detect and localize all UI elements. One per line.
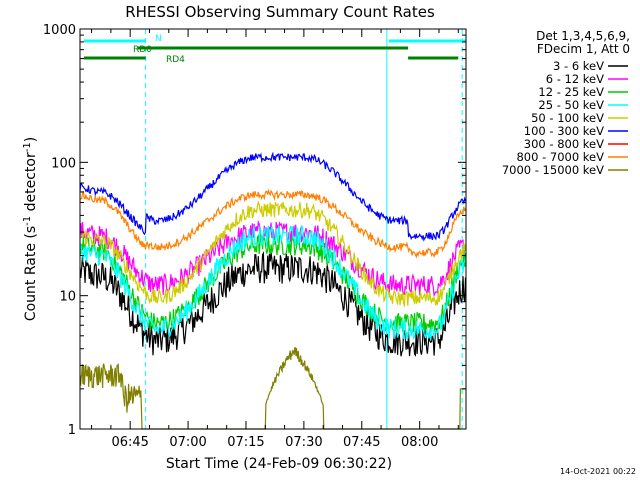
y-axis: 1 10 100 1000 [43,23,466,438]
x-tick-label-5: 08:00 [401,435,438,450]
x-tick-label-0: 06:45 [111,435,148,450]
legend: Det 1,3,4,5,6,9, FDecim 1, Att 0 3 - 6 k… [502,29,630,177]
series-line-4 [79,200,467,308]
legend-label-3: 25 - 50 keV [538,98,604,112]
flag-label-rd0: RD0 [133,45,152,55]
legend-header-1: Det 1,3,4,5,6,9, [536,29,630,43]
series-group [79,151,467,430]
legend-label-5: 100 - 300 keV [524,124,604,138]
legend-label-2: 12 - 25 keV [538,85,604,99]
plot-frame [79,28,467,430]
x-tick-label-1: 07:00 [169,435,206,450]
series-line-3 [79,224,467,341]
x-tick-label-2: 07:15 [227,435,264,450]
legend-header-2: FDecim 1, Att 0 [537,42,630,56]
flag-label-n: N [155,34,162,44]
y-tick-label-0: 1 [68,423,76,438]
y-tick-label-3: 1000 [43,23,76,38]
legend-label-1: 6 - 12 keV [546,72,604,86]
series-line-7 [79,188,467,259]
chart-title: RHESSI Observing Summary Count Rates [125,3,435,21]
x-tick-label-4: 07:45 [343,435,380,450]
x-tick-label-3: 07:30 [285,435,322,450]
legend-label-0: 3 - 6 keV [553,59,604,73]
series-line-8 [79,346,466,430]
series-line-0 [79,251,467,357]
y-tick-label-1: 10 [59,290,76,305]
flag-label-rd4: RD4 [166,55,185,65]
legend-label-4: 50 - 100 keV [531,111,604,125]
series-line-5 [79,151,467,242]
legend-label-8: 7000 - 15000 keV [502,163,604,177]
x-axis: 06:45 07:00 07:15 07:30 07:45 08:00 [91,29,459,450]
legend-label-6: 300 - 800 keV [524,137,604,151]
y-axis-label: Count Rate (s-1 detector-1) [22,137,39,321]
legend-label-7: 800 - 7000 keV [516,150,604,164]
y-tick-label-2: 100 [51,156,76,171]
x-axis-label: Start Time (24-Feb-09 06:30:22) [166,456,392,472]
footer-date: 14-Oct-2021 00:22 [560,467,636,476]
